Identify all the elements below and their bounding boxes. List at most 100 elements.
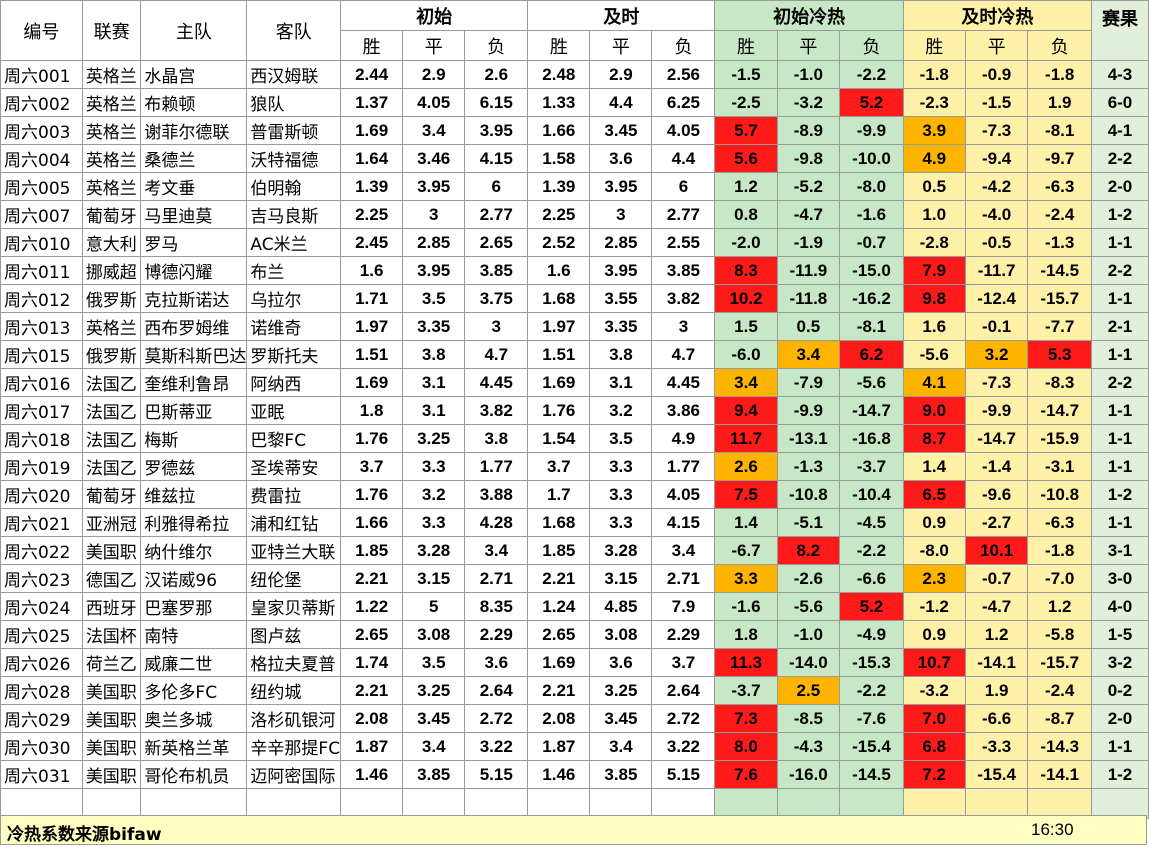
cell-lheat-loss: 1.9 bbox=[1027, 88, 1092, 117]
cell-initial-win: 1.22 bbox=[340, 592, 404, 621]
cell-live-loss: 3.85 bbox=[651, 256, 716, 285]
cell-initial-win: 2.44 bbox=[340, 60, 404, 89]
cell-initial-win: 1.76 bbox=[340, 424, 404, 453]
cell-initial-win: 3.7 bbox=[340, 452, 404, 481]
cell-initial-win: 1.76 bbox=[340, 480, 404, 509]
cell-away: 格拉夫夏普 bbox=[246, 648, 342, 677]
empty-cell bbox=[340, 788, 404, 819]
cell-initial-win: 1.69 bbox=[340, 368, 404, 397]
cell-away: 洛杉矶银河 bbox=[246, 704, 342, 733]
table-row: 周六018 法国乙 梅斯 巴黎FC 1.76 3.25 3.8 1.54 3.5 4.9 11.7-… bbox=[0, 424, 1149, 453]
cell-id: 周六007 bbox=[0, 200, 83, 229]
cell-iheat-win: 1.2 bbox=[714, 172, 778, 201]
cell-lheat-draw: -15.4 bbox=[964, 760, 1029, 789]
cell-initial-loss: 4.15 bbox=[464, 144, 529, 173]
cell-away: 普雷斯顿 bbox=[246, 116, 342, 145]
header-iheat-draw: 平 bbox=[776, 30, 841, 61]
cell-iheat-win: 9.4 bbox=[714, 396, 778, 425]
cell-iheat-loss: -10.4 bbox=[839, 480, 904, 509]
cell-lheat-draw: -14.1 bbox=[964, 648, 1029, 677]
cell-lheat-loss: -2.4 bbox=[1027, 200, 1092, 229]
header-live: 及时 bbox=[527, 0, 716, 31]
cell-home: 维兹拉 bbox=[140, 480, 248, 509]
cell-iheat-win: 11.7 bbox=[714, 424, 778, 453]
table-row: 周六003 英格兰 谢菲尔德联 普雷斯顿 1.69 3.4 3.95 1.66 3.45 4.05… bbox=[0, 116, 1149, 145]
cell-lheat-draw: 1.2 bbox=[964, 620, 1029, 649]
cell-live-draw: 4.85 bbox=[589, 592, 653, 621]
cell-iheat-win: 1.4 bbox=[714, 508, 778, 537]
cell-initial-draw: 3.46 bbox=[402, 144, 466, 173]
cell-result: 1-2 bbox=[1090, 200, 1149, 229]
cell-initial-draw: 3.5 bbox=[402, 648, 466, 677]
cell-lheat-draw: -9.6 bbox=[964, 480, 1029, 509]
cell-iheat-win: 8.3 bbox=[714, 256, 778, 285]
footer-time: 16:30 bbox=[1031, 820, 1074, 839]
cell-initial-draw: 3 bbox=[402, 200, 466, 229]
cell-live-win: 1.68 bbox=[527, 284, 591, 313]
cell-live-win: 2.21 bbox=[527, 676, 591, 705]
cell-live-loss: 3.7 bbox=[651, 648, 716, 677]
cell-initial-win: 1.85 bbox=[340, 536, 404, 565]
cell-initial-draw: 4.05 bbox=[402, 88, 466, 117]
cell-id: 周六020 bbox=[0, 480, 83, 509]
cell-live-draw: 4.4 bbox=[589, 88, 653, 117]
cell-result: 3-1 bbox=[1090, 536, 1149, 565]
cell-lheat-draw: -0.5 bbox=[964, 228, 1029, 257]
cell-league: 意大利 bbox=[81, 228, 142, 257]
cell-lheat-win: 8.7 bbox=[902, 424, 966, 453]
cell-lheat-draw: -12.4 bbox=[964, 284, 1029, 313]
cell-away: 布兰 bbox=[246, 256, 342, 285]
cell-league: 英格兰 bbox=[81, 116, 142, 145]
cell-iheat-draw: -5.1 bbox=[776, 508, 841, 537]
cell-live-loss: 4.05 bbox=[651, 480, 716, 509]
cell-live-win: 2.21 bbox=[527, 564, 591, 593]
cell-live-draw: 3.3 bbox=[589, 480, 653, 509]
cell-live-loss: 4.45 bbox=[651, 368, 716, 397]
cell-live-draw: 2.9 bbox=[589, 60, 653, 89]
cell-live-win: 1.7 bbox=[527, 480, 591, 509]
cell-live-win: 2.52 bbox=[527, 228, 591, 257]
table-row: 周六030 美国职 新英格兰革 辛辛那提FC 1.87 3.4 3.22 1.87 3.4 3.2… bbox=[0, 732, 1149, 761]
cell-league: 亚洲冠 bbox=[81, 508, 142, 537]
cell-home: 纳什维尔 bbox=[140, 536, 248, 565]
cell-lheat-win: 7.0 bbox=[902, 704, 966, 733]
cell-league: 英格兰 bbox=[81, 88, 142, 117]
cell-live-draw: 3.5 bbox=[589, 424, 653, 453]
cell-live-win: 1.97 bbox=[527, 312, 591, 341]
cell-live-draw: 3.4 bbox=[589, 732, 653, 761]
cell-initial-loss: 1.77 bbox=[464, 452, 529, 481]
cell-away: 西汉姆联 bbox=[246, 60, 342, 89]
cell-initial-win: 1.66 bbox=[340, 508, 404, 537]
cell-iheat-win: -2.5 bbox=[714, 88, 778, 117]
empty-cell bbox=[0, 788, 83, 819]
cell-initial-draw: 3.4 bbox=[402, 116, 466, 145]
cell-live-loss: 2.56 bbox=[651, 60, 716, 89]
cell-initial-loss: 3.6 bbox=[464, 648, 529, 677]
cell-home: 巴塞罗那 bbox=[140, 592, 248, 621]
header-lheat-loss: 负 bbox=[1027, 30, 1092, 61]
cell-lheat-win: 2.3 bbox=[902, 564, 966, 593]
cell-iheat-draw: -10.8 bbox=[776, 480, 841, 509]
cell-league: 法国乙 bbox=[81, 452, 142, 481]
cell-id: 周六018 bbox=[0, 424, 83, 453]
cell-initial-loss: 3.85 bbox=[464, 256, 529, 285]
cell-iheat-win: 3.3 bbox=[714, 564, 778, 593]
cell-initial-loss: 3.82 bbox=[464, 396, 529, 425]
cell-lheat-loss: -6.3 bbox=[1027, 508, 1092, 537]
cell-iheat-draw: -1.3 bbox=[776, 452, 841, 481]
cell-initial-win: 1.71 bbox=[340, 284, 404, 313]
cell-lheat-draw: -7.3 bbox=[964, 368, 1029, 397]
cell-iheat-win: 8.0 bbox=[714, 732, 778, 761]
cell-home: 哥伦布机员 bbox=[140, 760, 248, 789]
cell-initial-loss: 3.95 bbox=[464, 116, 529, 145]
cell-away: 乌拉尔 bbox=[246, 284, 342, 313]
cell-iheat-draw: -9.8 bbox=[776, 144, 841, 173]
cell-initial-draw: 3.25 bbox=[402, 676, 466, 705]
cell-live-draw: 3.15 bbox=[589, 564, 653, 593]
table-row: 周六026 荷兰乙 威廉二世 格拉夫夏普 1.74 3.5 3.6 1.69 3.6 3.7 11.… bbox=[0, 648, 1149, 677]
cell-live-draw: 3.08 bbox=[589, 620, 653, 649]
cell-live-draw: 3.6 bbox=[589, 144, 653, 173]
cell-id: 周六021 bbox=[0, 508, 83, 537]
cell-id: 周六016 bbox=[0, 368, 83, 397]
cell-lheat-loss: -15.7 bbox=[1027, 648, 1092, 677]
